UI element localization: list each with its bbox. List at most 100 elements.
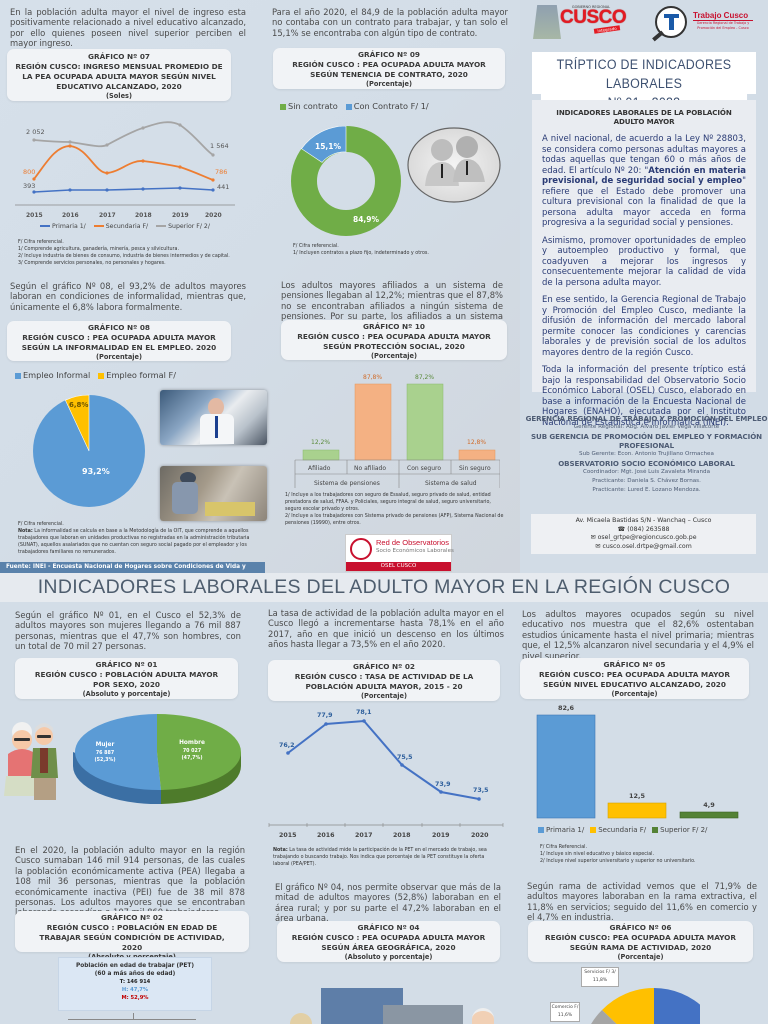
chart09-title-card: GRÁFICO Nº 09 REGIÓN CUSCO : PEA OCUPADA… <box>273 48 505 89</box>
chart10-bar-chart: 12,2% 87,8% 87,2% 12,8% Afiliado No afil… <box>294 374 500 488</box>
intro-chart01: Según el gráfico Nº 01, en el Cusco el 5… <box>15 610 241 652</box>
chart04-title-card: GRÁFICO Nº 04 REGIÓN CUSCO : PEA OCUPADA… <box>277 921 500 962</box>
bar-value: 12,2% <box>311 439 330 446</box>
chart04-unit: (Absoluto y porcentaje) <box>344 953 433 961</box>
chart02b-title: REGIÓN CUSCO : POBLACIÓN EN EDAD DE TRAB… <box>39 923 225 952</box>
chart10-notes: 1/ Incluye a los trabajadores con seguro… <box>285 493 504 526</box>
chart08-title: REGIÓN CUSCO : PEA OCUPADA ADULTA MAYOR … <box>21 333 217 352</box>
chart02-title-card: GRÁFICO Nº 02 REGIÓN CUSCO : TASA DE ACT… <box>268 660 500 701</box>
intro-chart07: En la población adulta mayor el nivel de… <box>10 7 246 49</box>
chart09-notes: F/ Cifra referencial. 1/ Incluyen contra… <box>293 244 429 256</box>
paragraph-osel: Toda la información del presente tríptic… <box>542 365 746 428</box>
bar-label: Afiliado <box>308 465 331 472</box>
tree-connector <box>68 1019 196 1020</box>
chart09-legend: Sin contrato Con Contrato F/ 1/ <box>280 101 429 111</box>
point-label: 77,9 <box>317 712 333 719</box>
chart09-title: REGIÓN CUSCO : PEA OCUPADA ADULTA MAYOR … <box>292 60 486 79</box>
chart07-title: REGIÓN CUSCO: INGRESO MENSUAL PROMEDIO D… <box>15 62 223 91</box>
legend-sin-contrato: Sin contrato <box>280 101 338 111</box>
chart10-title: REGIÓN CUSCO : PEA OCUPADA ADULTA MAYOR … <box>297 332 491 351</box>
trabajo-cusco-logo: Trabajo Cusco Gerencia Regional de Traba… <box>693 11 753 30</box>
phone-icon: ☎ <box>617 525 628 533</box>
main-banner: INDICADORES LABORALES DEL ADULTO MAYOR E… <box>0 573 768 602</box>
chart09-donut: 15,1% 84,9% <box>291 126 401 236</box>
pie-label-informal: 93,2% <box>82 467 110 476</box>
chart10-unit: (Porcentaje) <box>370 352 418 360</box>
point-label: 78,1 <box>356 709 372 716</box>
pet-box: Población en edad de trabajar (PET) (60 … <box>58 957 212 1011</box>
chart05-bar-chart: 82,6 12,5 4,9 <box>536 704 739 819</box>
chart05-title: REGIÓN CUSCO: PEA OCUPADA ADULTA MAYOR S… <box>538 670 730 689</box>
intro-chart10: Los adultos mayores afiliados a un siste… <box>281 280 503 322</box>
intro-chart05: Los adultos mayores ocupados según su ni… <box>522 609 754 661</box>
group-label: Sistema de salud <box>425 480 477 487</box>
triptico-title-box: TRÍPTICO DE INDICADORES LABORALES Nº 01 … <box>532 52 756 112</box>
email-icon: ✉ <box>595 542 603 550</box>
chart06-title: REGIÓN CUSCO: PEA OCUPADA ADULTA MAYOR S… <box>544 933 736 952</box>
chart01-title-card: GRÁFICO Nº 01 REGIÓN CUSCO : POBLACIÓN A… <box>15 658 238 699</box>
contact-phone: ☎ (084) 263588 <box>617 525 670 533</box>
label-sec-start: 800 <box>23 168 35 176</box>
chart08-title-card: GRÁFICO Nº 08 REGIÓN CUSCO : PEA OCUPADA… <box>7 321 231 361</box>
chart04-title: REGIÓN CUSCO : PEA OCUPADA ADULTA MAYOR … <box>291 933 486 952</box>
chart01-pie-3d: Mujer 76 887 (52,3%) Hombre 70 027 (47,7… <box>72 714 242 805</box>
paragraph-gerencia: En ese sentido, la Gerencia Regional de … <box>542 295 746 358</box>
chart06-title-card: GRÁFICO Nº 06 REGIÓN CUSCO: PEA OCUPADA … <box>528 921 753 962</box>
label-sec-end: 786 <box>215 168 227 176</box>
bar-value: 12,8% <box>467 439 486 446</box>
label-sup-end: 1 564 <box>210 142 229 150</box>
chart02-note: Nota: La tasa de actividad mide la parti… <box>273 848 487 867</box>
contact-email1[interactable]: ✉ osel_grtpe@regioncusco.gob.pe <box>590 534 697 541</box>
photo-office-worker <box>160 390 267 445</box>
year-label: 2015 <box>26 212 43 219</box>
chart05-notes: F/ Cifra Referencial. 1/ Incluye sin niv… <box>540 845 696 864</box>
tree-connector <box>133 1013 134 1019</box>
legend-superior: Superior F/ 2/ <box>156 223 210 230</box>
donut-label-sin: 84,9% <box>353 215 380 224</box>
intro-chart08: Según el gráfico Nº 08, el 93,2% de adul… <box>10 281 246 312</box>
svg-text:70 027: 70 027 <box>183 748 201 754</box>
chart02b-number: GRÁFICO Nº 02 <box>101 913 163 922</box>
legend-secundaria: Secundaria F/ <box>93 223 148 230</box>
bar-value: 87,2% <box>415 374 434 381</box>
legend-primaria: Primaria 1/ <box>538 826 584 834</box>
chart05-unit: (Porcentaje) <box>611 690 658 698</box>
pie-label-formal: 6,8% <box>69 401 88 409</box>
pie-label-mujer: Mujer <box>96 742 115 748</box>
svg-text:76 887: 76 887 <box>96 750 114 756</box>
bar-value: 12,5 <box>629 792 646 800</box>
osel-logo-icon <box>350 538 372 560</box>
chart06-callout-comercio: Comercio F/ 11,6% <box>550 1002 580 1022</box>
chart06-number: GRÁFICO Nº 06 <box>609 923 672 932</box>
year-label: 2016 <box>62 212 79 219</box>
chart07-number: GRÁFICO Nº 07 <box>88 52 150 61</box>
year-label: 2018 <box>393 832 411 839</box>
chart10-title-card: GRÁFICO Nº 10 REGIÓN CUSCO : PEA OCUPADA… <box>281 320 507 360</box>
chart07-unit: (Soles) <box>106 92 132 100</box>
intro-chart02b: En el 2020, la población adulto mayor en… <box>15 845 245 917</box>
chart06-pie <box>591 987 700 1024</box>
intro-chart04: El gráfico Nº 04, nos permite observar q… <box>275 882 501 924</box>
year-label: 2018 <box>135 212 152 219</box>
contact-address: Av. Micaela Bastidas S/N - Wanchaq – Cus… <box>575 517 712 524</box>
year-label: 2015 <box>279 832 297 839</box>
credits: GERENCIA REGIONAL DE TRABAJO Y PROMOCIÓN… <box>525 414 768 493</box>
chart09-unit: (Porcentaje) <box>365 80 413 88</box>
chart08-notes: F/ Cifra referencial. Nota: La informali… <box>18 522 250 555</box>
chart02-title: REGIÓN CUSCO : TASA DE ACTIVIDAD DE LA P… <box>294 672 474 691</box>
year-label: 2020 <box>471 832 489 839</box>
email-icon: ✉ <box>590 534 598 541</box>
chart07-notes: F/ Cifra referencial. 1/ Comprende agric… <box>18 240 230 266</box>
chart07-title-card: GRÁFICO Nº 07 REGIÓN CUSCO: INGRESO MENS… <box>7 49 231 101</box>
right-body: INDICADORES LABORALES DE LA POBLACIÓN AD… <box>532 100 756 428</box>
chart07-legend: Primaria 1/ Secundaria F/ Superior F/ 2/ <box>40 223 210 230</box>
chart08-pie: 6,8% 93,2% <box>33 394 145 507</box>
contact-email2[interactable]: ✉ cusco.osel.drtpe@gmail.com <box>595 542 692 550</box>
chart07-line-chart: 2 052 1 564 800 786 393 441 2015 2016 20… <box>15 121 235 219</box>
chart01-title: REGIÓN CUSCO : POBLACIÓN ADULTA MAYOR PO… <box>34 670 219 689</box>
year-label: 2020 <box>205 212 222 219</box>
year-label: 2016 <box>317 832 335 839</box>
bar-value: 82,6 <box>558 704 575 712</box>
chart02-line-chart: 76,2 77,9 78,1 75,5 73,9 73,5 2015 2016 … <box>268 709 504 839</box>
chart01-number: GRÁFICO Nº 01 <box>95 660 158 669</box>
